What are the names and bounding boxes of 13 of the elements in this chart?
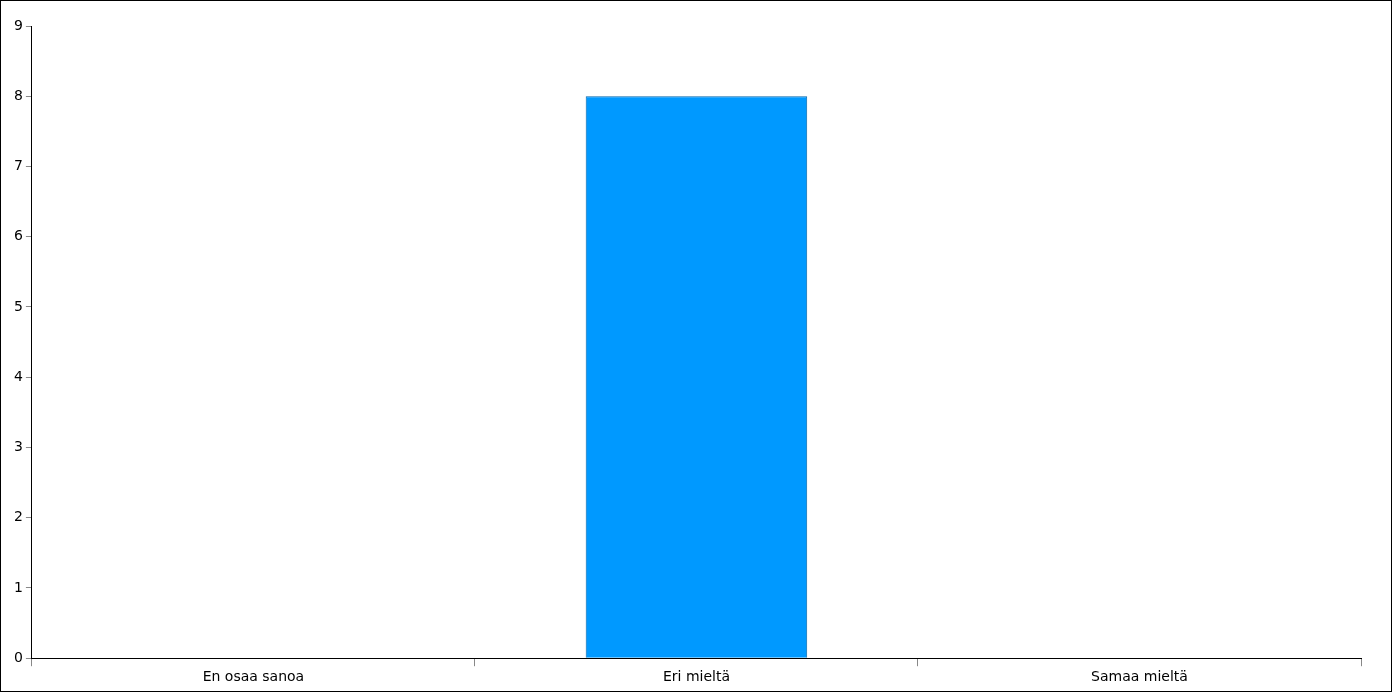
y-tick-label: 6 xyxy=(13,227,23,244)
y-tick-label: 9 xyxy=(13,16,23,33)
y-tick-label: 7 xyxy=(13,157,23,174)
y-tick-label: 5 xyxy=(13,297,23,314)
y-tick-label: 2 xyxy=(13,508,23,525)
y-tick-label: 8 xyxy=(13,86,23,103)
x-tick-label: Samaa mieltä xyxy=(1091,668,1188,685)
y-tick-label: 3 xyxy=(13,438,23,455)
y-tick-label: 0 xyxy=(13,648,23,665)
y-tick-label: 1 xyxy=(13,578,23,595)
y-tick-label: 4 xyxy=(13,367,23,384)
x-tick-label: En osaa sanoa xyxy=(202,668,305,685)
x-tick-label: Eri mieltä xyxy=(662,668,730,685)
